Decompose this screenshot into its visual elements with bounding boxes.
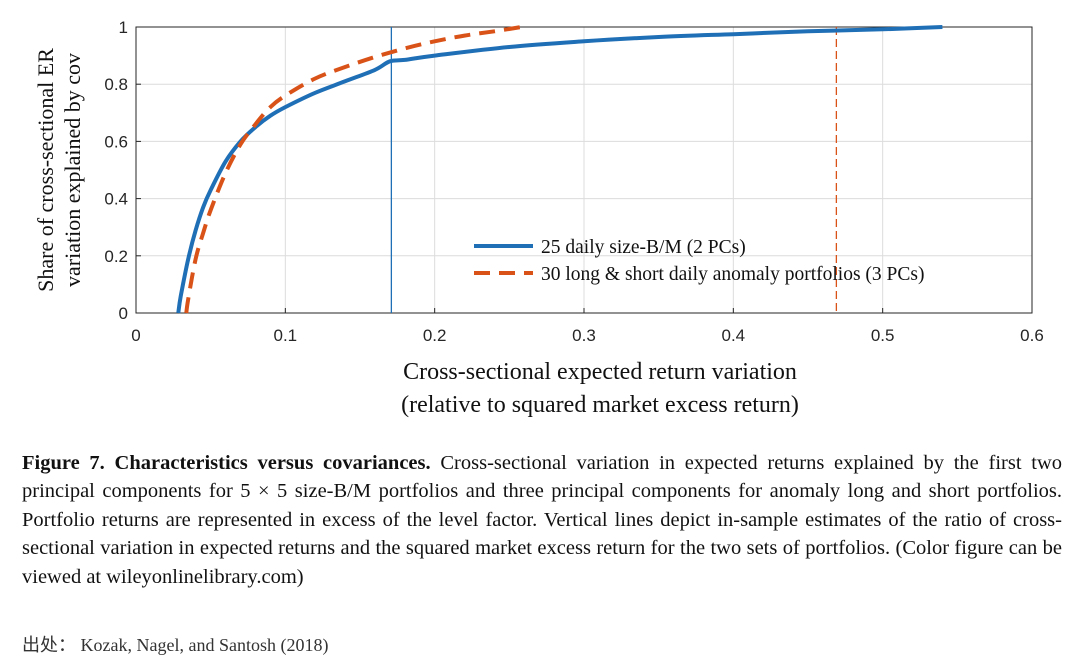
y-tick-label: 0 [119, 304, 128, 323]
series-lines [176, 25, 943, 314]
legend-label: 25 daily size-B/M (2 PCs) [541, 237, 746, 258]
y-tick-label: 1 [119, 18, 128, 37]
source-citation: 出处： Kozak, Nagel, and Santosh (2018) [22, 635, 329, 655]
x-tick-label: 0.4 [722, 326, 746, 345]
x-tick-label: 0.6 [1020, 326, 1044, 345]
y-tick-label: 0.2 [104, 247, 128, 266]
y-tick-labels: 0 0.2 0.4 0.6 0.8 1 [104, 18, 128, 323]
x-tick-label: 0 [131, 326, 140, 345]
legend-label: 30 long & short daily anomaly portfolios… [541, 264, 924, 285]
y-tick-label: 0.6 [104, 132, 128, 151]
series-line-2 [184, 25, 522, 314]
x-tick-label: 0.3 [572, 326, 596, 345]
y-axis-label-line2: variation explained by cov [60, 53, 85, 287]
legend: 25 daily size-B/M (2 PCs) 30 long & short… [474, 237, 924, 285]
x-tick-label: 0.5 [871, 326, 895, 345]
plot-area-frame [135, 26, 1033, 314]
vertical-lines [390, 27, 838, 313]
x-tick-label: 0.1 [274, 326, 298, 345]
y-axis-label-line1: Share of cross-sectional ER [33, 48, 58, 292]
y-tick-label: 0.4 [104, 190, 128, 209]
y-tick-label: 0.8 [104, 75, 128, 94]
figure-caption: Figure 7. Characteristics versus covaria… [22, 449, 1062, 591]
series-line-1 [176, 25, 943, 314]
x-tick-labels: 0 0.1 0.2 0.3 0.4 0.5 0.6 [131, 326, 1044, 345]
caption-label: Figure 7. Characteristics versus covaria… [22, 452, 431, 474]
x-axis-label-line2: (relative to squared market excess retur… [401, 392, 799, 418]
x-axis-label-line1: Cross-sectional expected return variatio… [403, 359, 797, 385]
x-tick-label: 0.2 [423, 326, 447, 345]
chart: 0 0.1 0.2 0.3 0.4 0.5 0.6 0 0.2 0.4 0.6 0.8 1 25 da… [33, 18, 1044, 418]
caption-text: Cross-sectional variation in expected re… [22, 452, 1062, 588]
